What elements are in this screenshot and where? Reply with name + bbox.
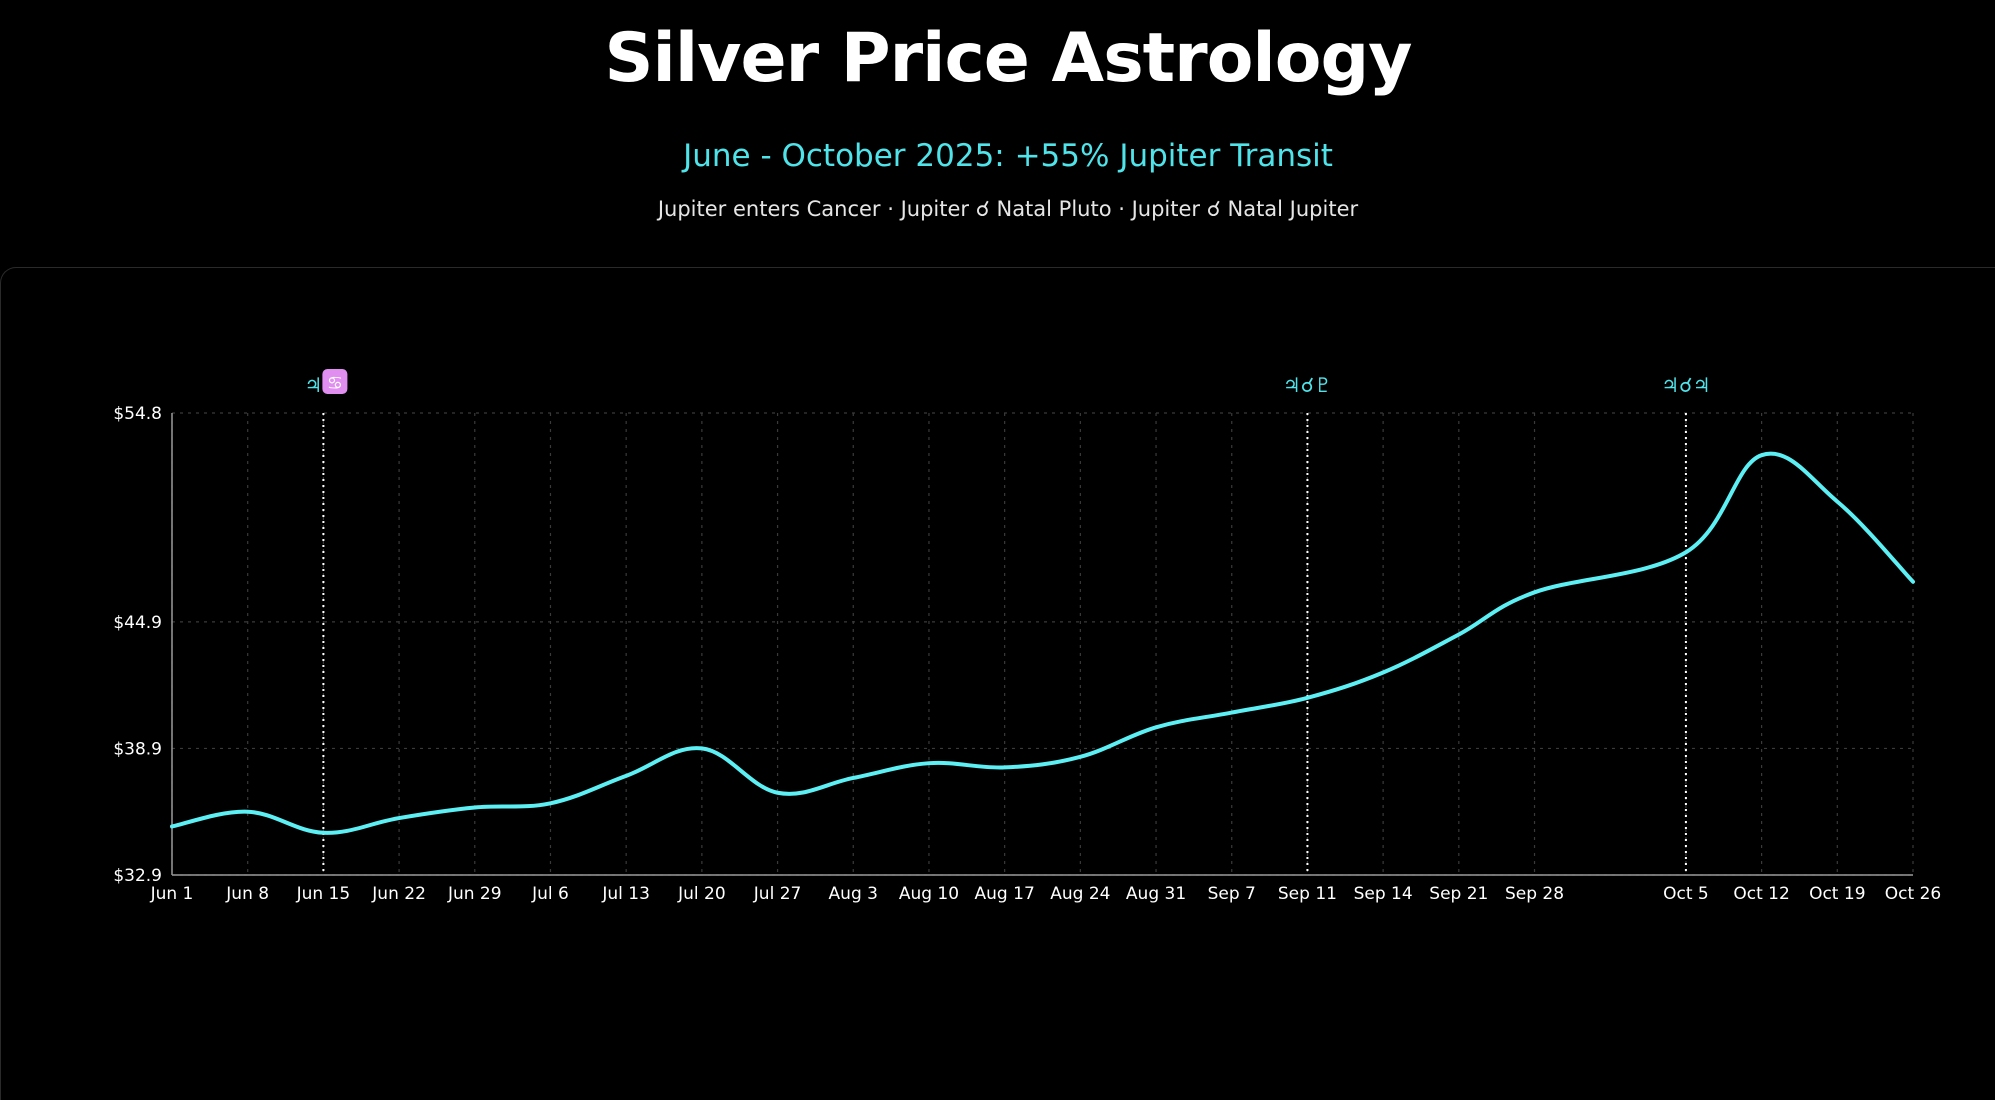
y-tick-label: $38.9: [113, 739, 162, 759]
x-tick-label: Aug 24: [1050, 884, 1110, 904]
x-tick-label: Sep 14: [1354, 884, 1413, 904]
x-tick-label: Jun 22: [371, 884, 426, 904]
page-subtitle: June - October 2025: +55% Jupiter Transi…: [683, 138, 1333, 174]
x-tick-label: Oct 12: [1733, 884, 1789, 904]
x-tick-label: Jul 27: [753, 884, 802, 904]
x-tick-label: Oct 19: [1809, 884, 1865, 904]
cancer-icon: ♋: [327, 373, 343, 394]
cancer-badge: [322, 369, 348, 394]
x-tick-label: Aug 17: [975, 884, 1035, 904]
price-series-line: [170, 451, 1915, 835]
x-tick-label: Oct 26: [1885, 884, 1941, 904]
y-tick-label: $54.8: [113, 404, 162, 424]
x-tick-label: Aug 3: [829, 884, 878, 904]
transit-marker-label: ♃☌♇: [1283, 373, 1332, 397]
title-wrap: Silver Price Astrology: [0, 14, 1995, 104]
x-tick-label: Aug 10: [899, 884, 959, 904]
x-tick-label: Jun 29: [447, 884, 502, 904]
x-tick-label: Jul 6: [531, 884, 569, 904]
x-tick-label: Jul 20: [677, 884, 726, 904]
transit-marker-label: ♃☌♃: [1661, 373, 1710, 397]
chart-panel: [0, 267, 1995, 1100]
x-tick-label: Jun 1: [150, 884, 194, 904]
x-tick-label: Oct 5: [1663, 884, 1709, 904]
x-tick-label: Sep 21: [1429, 884, 1488, 904]
y-tick-label: $44.9: [113, 613, 162, 633]
x-tick-label: Jun 8: [225, 884, 269, 904]
x-tick-label: Sep 11: [1278, 884, 1337, 904]
transit-marker-label: ♃: [304, 373, 322, 397]
x-tick-label: Jul 13: [601, 884, 650, 904]
x-tick-label: Aug 31: [1126, 884, 1186, 904]
x-tick-label: Sep 28: [1505, 884, 1564, 904]
x-tick-label: Sep 7: [1208, 884, 1256, 904]
page-title: Silver Price Astrology: [604, 19, 1413, 98]
transit-description: Jupiter enters Cancer · Jupiter ☌ Natal …: [657, 197, 1359, 221]
x-tick-label: Jun 15: [296, 884, 351, 904]
y-tick-label: $32.9: [113, 866, 162, 886]
